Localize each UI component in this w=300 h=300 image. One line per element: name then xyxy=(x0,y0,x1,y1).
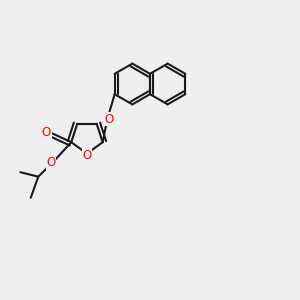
Text: O: O xyxy=(46,156,56,169)
Text: O: O xyxy=(104,112,113,126)
Text: O: O xyxy=(42,126,51,139)
Text: O: O xyxy=(82,148,92,162)
